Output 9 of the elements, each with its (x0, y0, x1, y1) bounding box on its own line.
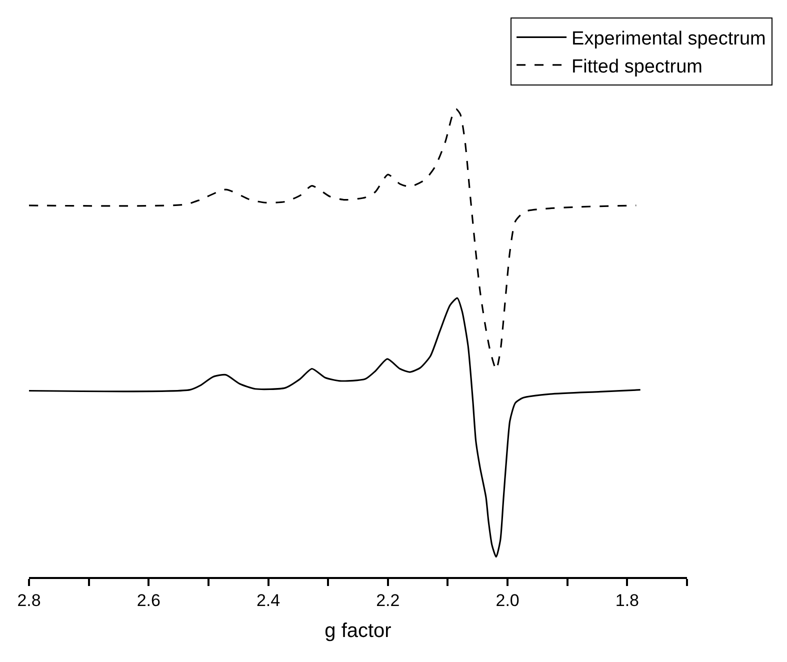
x-axis-title: g factor (324, 620, 392, 642)
legend-label: Fitted spectrum (572, 56, 702, 78)
x-tick-label: 2.0 (496, 591, 520, 610)
x-tick-label: 2.6 (136, 591, 160, 610)
x-tick-label: 1.8 (615, 591, 639, 610)
x-tick-label: 2.2 (376, 591, 400, 610)
x-tick-label: 2.8 (17, 591, 41, 610)
legend-label: Experimental spectrum (572, 28, 766, 50)
x-tick-label: 2.4 (256, 591, 280, 610)
